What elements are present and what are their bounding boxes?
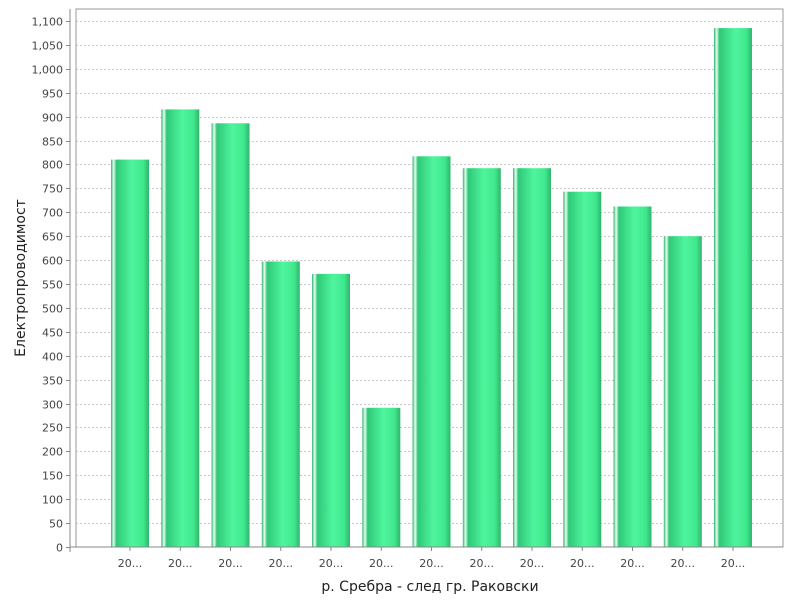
- y-tick-label: 850: [42, 136, 63, 149]
- bar: [563, 191, 602, 547]
- x-tick-label: 20...: [721, 557, 746, 570]
- bar: [663, 236, 702, 547]
- bar: [412, 156, 451, 548]
- y-tick-label: 450: [42, 327, 63, 340]
- y-tick-label: 700: [42, 207, 63, 220]
- x-tick-label: 20...: [419, 557, 444, 570]
- y-axis-title: Електропроводимост: [13, 199, 29, 357]
- y-tick-label: 750: [42, 183, 63, 196]
- x-tick-label: 20...: [319, 557, 344, 570]
- y-tick-label: 900: [42, 112, 63, 125]
- y-tick-label: 400: [42, 351, 63, 364]
- x-tick-label: 20...: [369, 557, 394, 570]
- y-axis: 0 50 100 150 200 250 300 350 400 450 500 550 600 650 7…: [32, 16, 70, 555]
- y-tick-label: 650: [42, 231, 63, 244]
- y-tick-label: 50: [49, 518, 63, 531]
- bar: [714, 28, 752, 548]
- bar: [161, 109, 200, 548]
- y-tick-label: 300: [42, 399, 63, 412]
- x-tick-label: 20...: [168, 557, 193, 570]
- bar: [111, 159, 149, 547]
- x-tick-label: 20...: [218, 557, 243, 570]
- bar: [211, 123, 250, 548]
- x-tick-label: 20...: [620, 557, 645, 570]
- bar: [462, 168, 501, 547]
- x-tick-label: 20...: [470, 557, 495, 570]
- x-tick-label: 20...: [118, 557, 143, 570]
- x-tick-label: 20...: [570, 557, 595, 570]
- x-tick-label: 20...: [520, 557, 545, 570]
- bar: [513, 168, 551, 547]
- bar: [362, 407, 401, 547]
- y-tick-label: 0: [56, 542, 63, 555]
- y-tick-label: 600: [42, 255, 63, 268]
- x-tick-label: 20...: [269, 557, 294, 570]
- y-tick-label: 1,100: [32, 16, 64, 29]
- x-axis: 20... 20... 20... 20... 20... 20... 20... 20...…: [118, 547, 746, 570]
- y-tick-label: 1,050: [32, 40, 64, 53]
- y-tick-label: 800: [42, 159, 63, 172]
- y-tick-label: 1,000: [32, 64, 64, 77]
- bar: [613, 206, 652, 547]
- x-axis-title: р. Сребра - след гр. Раковски: [321, 579, 538, 595]
- y-tick-label: 100: [42, 494, 63, 507]
- x-tick-label: 20...: [671, 557, 696, 570]
- y-tick-label: 350: [42, 375, 63, 388]
- y-tick-label: 200: [42, 446, 63, 459]
- bar: [312, 273, 350, 547]
- bar: [261, 261, 300, 547]
- bars: [111, 28, 752, 548]
- y-tick-label: 550: [42, 279, 63, 292]
- y-tick-label: 250: [42, 422, 63, 435]
- y-tick-label: 150: [42, 470, 63, 483]
- y-tick-label: 500: [42, 303, 63, 316]
- y-tick-label: 950: [42, 88, 63, 101]
